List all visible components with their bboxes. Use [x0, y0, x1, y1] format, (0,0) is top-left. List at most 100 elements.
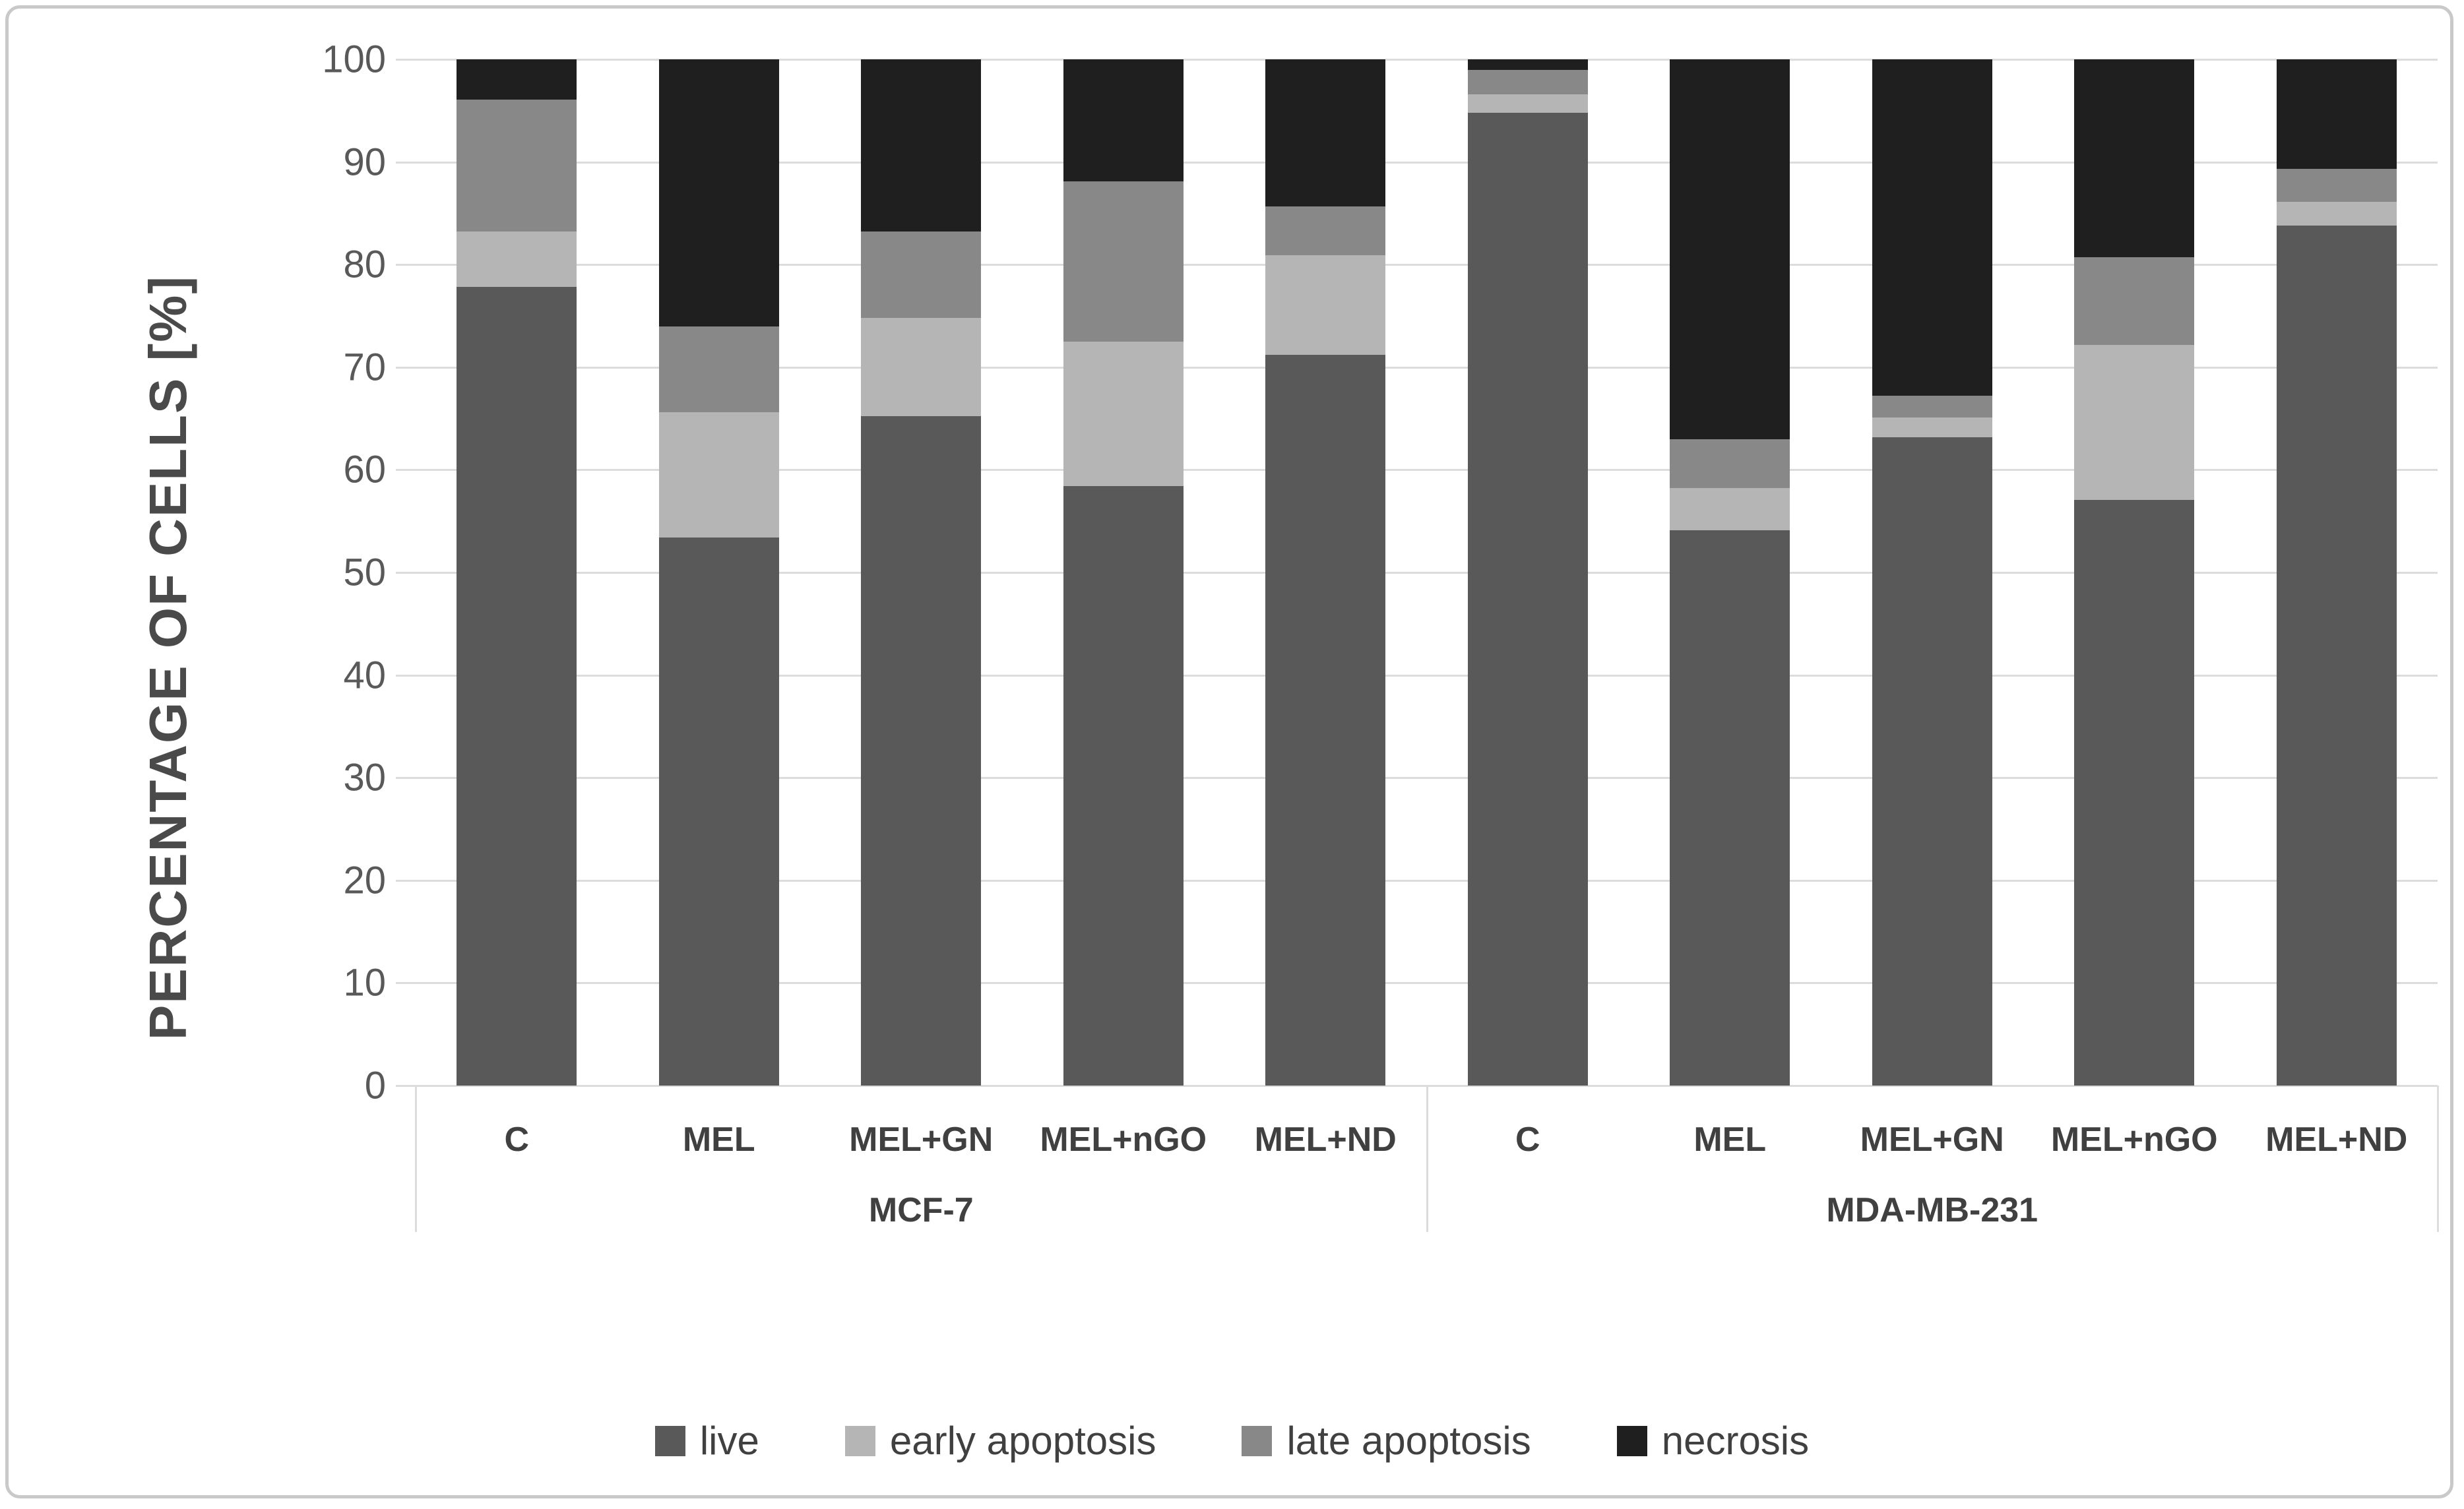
y-tick-label-90: 90 — [343, 140, 386, 184]
bar-segment-early-apoptosis — [658, 412, 779, 538]
bar-MEL-mdamb231 — [1670, 59, 1790, 1086]
bar-segment-live — [658, 538, 779, 1086]
y-tick-label-30: 30 — [343, 756, 386, 799]
category-label-3: MEL+nGO — [1040, 1121, 1207, 1159]
y-tick-label-40: 40 — [343, 654, 386, 697]
bar-MEL+GN-mcf7 — [861, 59, 982, 1086]
bar-segment-necrosis — [1063, 59, 1184, 182]
bar-segment-live — [2276, 226, 2397, 1086]
category-label-9: MEL+ND — [2265, 1121, 2408, 1159]
bar-segment-late-apoptosis — [658, 326, 779, 413]
bar-segment-necrosis — [1872, 59, 1992, 396]
bar-segment-early-apoptosis — [1670, 488, 1790, 531]
legend-label-early-apoptosis: early apoptosis — [889, 1419, 1156, 1463]
bar-segment-late-apoptosis — [1063, 181, 1184, 342]
category-label-8: MEL+nGO — [2050, 1121, 2218, 1159]
bar-segment-early-apoptosis — [861, 318, 982, 417]
bar-MEL+nGO-mcf7 — [1063, 59, 1184, 1086]
axis-divider-0 — [415, 1086, 417, 1232]
gridline-y-80 — [396, 264, 2438, 266]
legend: live early apoptosis late apoptosis necrosi… — [0, 1418, 2464, 1463]
plot-area — [396, 59, 2438, 1087]
category-label-1: MEL — [682, 1121, 755, 1159]
bar-segment-necrosis — [1670, 59, 1790, 439]
bar-segment-necrosis — [2276, 59, 2397, 169]
bar-segment-early-apoptosis — [2074, 344, 2195, 500]
bar-segment-live — [457, 287, 577, 1086]
bar-MEL+ND-mdamb231 — [2276, 59, 2397, 1086]
category-label-5: C — [1515, 1121, 1540, 1159]
bar-segment-live — [1670, 530, 1790, 1086]
bar-segment-early-apoptosis — [1467, 94, 1588, 113]
bar-segment-live — [1265, 355, 1386, 1086]
bar-segment-live — [1872, 437, 1992, 1086]
bar-segment-necrosis — [1467, 59, 1588, 70]
bar-segment-early-apoptosis — [457, 231, 577, 288]
bar-segment-necrosis — [457, 59, 577, 100]
group-label-mda-mb-231: MDA-MB-231 — [1826, 1191, 2038, 1229]
legend-label-late-apoptosis: late apoptosis — [1286, 1419, 1531, 1463]
y-tick-label-100: 100 — [322, 38, 386, 81]
bar-segment-live — [861, 416, 982, 1086]
y-tick-label-80: 80 — [343, 243, 386, 286]
bar-segment-early-apoptosis — [1872, 417, 1992, 437]
legend-item-early-apoptosis: early apoptosis — [844, 1418, 1156, 1463]
bar-segment-necrosis — [2074, 59, 2195, 258]
gridline-y-50 — [396, 572, 2438, 574]
bar-segment-live — [2074, 499, 2195, 1086]
bar-MEL+GN-mdamb231 — [1872, 59, 1992, 1086]
gridline-y-30 — [396, 777, 2438, 780]
legend-label-live: live — [699, 1419, 759, 1463]
y-tick-label-20: 20 — [343, 859, 386, 902]
gridline-y-60 — [396, 469, 2438, 472]
axis-divider-2 — [2437, 1086, 2439, 1232]
legend-swatch-late-apoptosis — [1242, 1425, 1273, 1456]
category-label-2: MEL+GN — [849, 1121, 994, 1159]
bar-C-mdamb231 — [1467, 59, 1588, 1086]
bar-segment-late-apoptosis — [457, 99, 577, 232]
y-tick-label-70: 70 — [343, 346, 386, 389]
gridline-y-40 — [396, 674, 2438, 677]
bar-MEL+ND-mcf7 — [1265, 59, 1386, 1086]
bar-segment-live — [1467, 112, 1588, 1086]
bar-segment-early-apoptosis — [1265, 255, 1386, 355]
category-label-4: MEL+ND — [1254, 1121, 1397, 1159]
bar-segment-early-apoptosis — [1063, 341, 1184, 487]
gridline-y-10 — [396, 982, 2438, 985]
bar-segment-late-apoptosis — [1872, 396, 1992, 418]
bar-segment-late-apoptosis — [861, 231, 982, 319]
legend-item-late-apoptosis: late apoptosis — [1242, 1418, 1531, 1463]
y-tick-label-60: 60 — [343, 448, 386, 491]
category-label-0: C — [504, 1121, 530, 1159]
legend-item-live: live — [654, 1418, 759, 1463]
y-tick-label-10: 10 — [343, 961, 386, 1004]
bar-segment-late-apoptosis — [2276, 169, 2397, 202]
y-tick-label-50: 50 — [343, 551, 386, 594]
y-tick-label-0: 0 — [364, 1064, 386, 1107]
category-label-6: MEL — [1693, 1121, 1767, 1159]
gridline-y-100 — [396, 59, 2438, 61]
bar-segment-late-apoptosis — [1265, 206, 1386, 256]
group-label-mcf-7: MCF-7 — [868, 1191, 974, 1229]
bar-segment-late-apoptosis — [1467, 69, 1588, 94]
gridline-y-0 — [396, 1085, 2438, 1087]
bar-C-mcf7 — [457, 59, 577, 1086]
legend-swatch-necrosis — [1616, 1425, 1647, 1456]
gridline-y-70 — [396, 366, 2438, 369]
bar-MEL+nGO-mdamb231 — [2074, 59, 2195, 1086]
bar-segment-necrosis — [658, 59, 779, 326]
legend-swatch-live — [654, 1425, 685, 1456]
bar-segment-late-apoptosis — [1670, 439, 1790, 489]
gridline-y-90 — [396, 161, 2438, 164]
bar-segment-necrosis — [861, 59, 982, 232]
axis-divider-1 — [1426, 1086, 1428, 1232]
legend-item-necrosis: necrosis — [1616, 1418, 1810, 1463]
bar-segment-live — [1063, 486, 1184, 1086]
bar-MEL-mcf7 — [658, 59, 779, 1086]
gridline-y-20 — [396, 879, 2438, 882]
legend-label-necrosis: necrosis — [1661, 1419, 1810, 1463]
bar-segment-necrosis — [1265, 59, 1386, 206]
bar-segment-late-apoptosis — [2074, 257, 2195, 345]
category-label-7: MEL+GN — [1860, 1121, 2004, 1159]
